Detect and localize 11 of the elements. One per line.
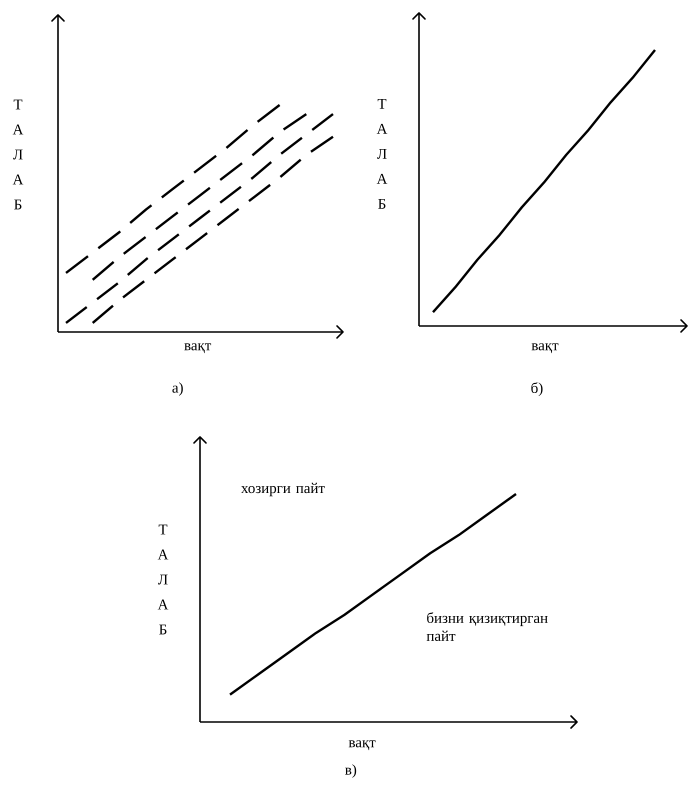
x-axis-title: вақт (348, 740, 376, 750)
text: в) (345, 764, 356, 778)
annotation: хозирги пайт (241, 482, 325, 496)
annotation: бизни қизиқтирган пайт (426, 612, 548, 641)
x-axis-title: вақт (532, 343, 558, 354)
x-axis-title: вақт (184, 343, 212, 354)
text: а) (172, 382, 183, 396)
y-axis-title: Т А Л А Б (158, 524, 168, 634)
text: б) (531, 382, 543, 396)
y-axis-title: Т А Л А Б (12, 100, 24, 210)
y-axis-title: Т А Л А Б (376, 98, 388, 209)
